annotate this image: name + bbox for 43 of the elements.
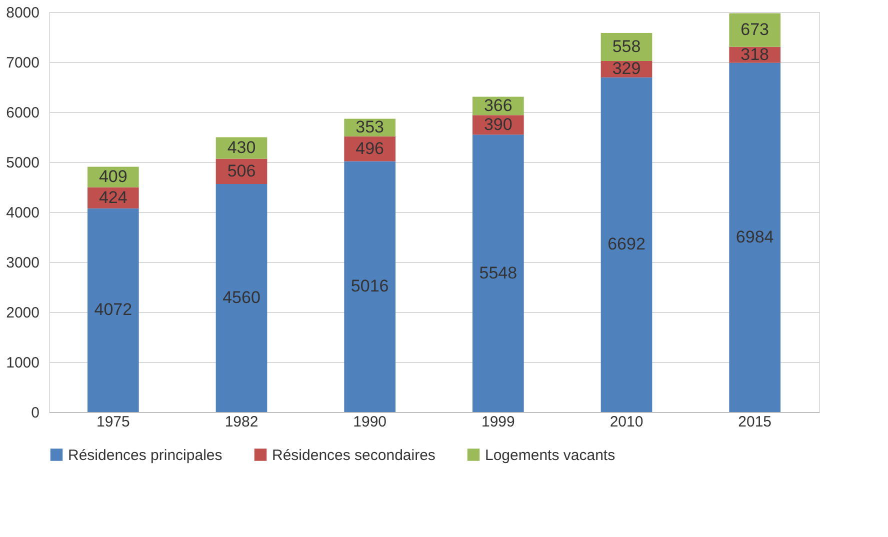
legend-label: Résidences secondaires <box>272 446 436 464</box>
data-label: 409 <box>98 166 128 186</box>
data-label: 5016 <box>350 276 389 296</box>
data-label: 329 <box>612 59 641 78</box>
y-tick-label: 5000 <box>6 154 40 172</box>
x-tick-label: 1999 <box>481 414 515 430</box>
x-tick-label: 1990 <box>353 414 387 430</box>
data-label: 673 <box>740 20 770 40</box>
y-tick-label: 7000 <box>6 54 40 72</box>
data-label: 506 <box>227 161 256 180</box>
bar <box>600 77 652 412</box>
y-tick-label: 2000 <box>6 304 40 322</box>
data-label: 318 <box>740 44 770 64</box>
bar <box>729 13 780 47</box>
y-tick-label: 8000 <box>6 4 40 22</box>
data-label: 430 <box>227 138 256 157</box>
bar <box>344 161 396 412</box>
data-label: 366 <box>484 96 512 115</box>
data-label: 496 <box>356 138 384 158</box>
data-label: 4560 <box>222 288 260 307</box>
data-label: 6692 <box>608 234 646 254</box>
y-tick-label: 0 <box>31 404 40 422</box>
data-label: 6984 <box>736 227 774 246</box>
data-label: 4072 <box>94 300 132 320</box>
bar <box>88 208 139 412</box>
y-tick-label: 3000 <box>6 254 40 272</box>
bar <box>472 134 524 412</box>
legend-label: Logements vacants <box>485 446 616 464</box>
bar <box>729 62 780 412</box>
data-label: 424 <box>98 188 128 207</box>
legend-label: Résidences principales <box>68 446 222 464</box>
y-tick-label: 6000 <box>6 104 40 122</box>
y-tick-label: 1000 <box>6 354 40 372</box>
x-tick-label: 1975 <box>96 414 130 430</box>
x-tick-label: 2015 <box>738 414 772 430</box>
y-tick-label: 4000 <box>6 204 40 222</box>
bar <box>216 184 268 412</box>
x-tick-label: 1982 <box>224 414 258 430</box>
data-label: 390 <box>484 114 512 134</box>
data-label: 5548 <box>479 263 518 282</box>
data-label: 558 <box>612 37 641 56</box>
x-tick-label: 2010 <box>610 414 644 430</box>
data-label: 353 <box>356 118 384 137</box>
